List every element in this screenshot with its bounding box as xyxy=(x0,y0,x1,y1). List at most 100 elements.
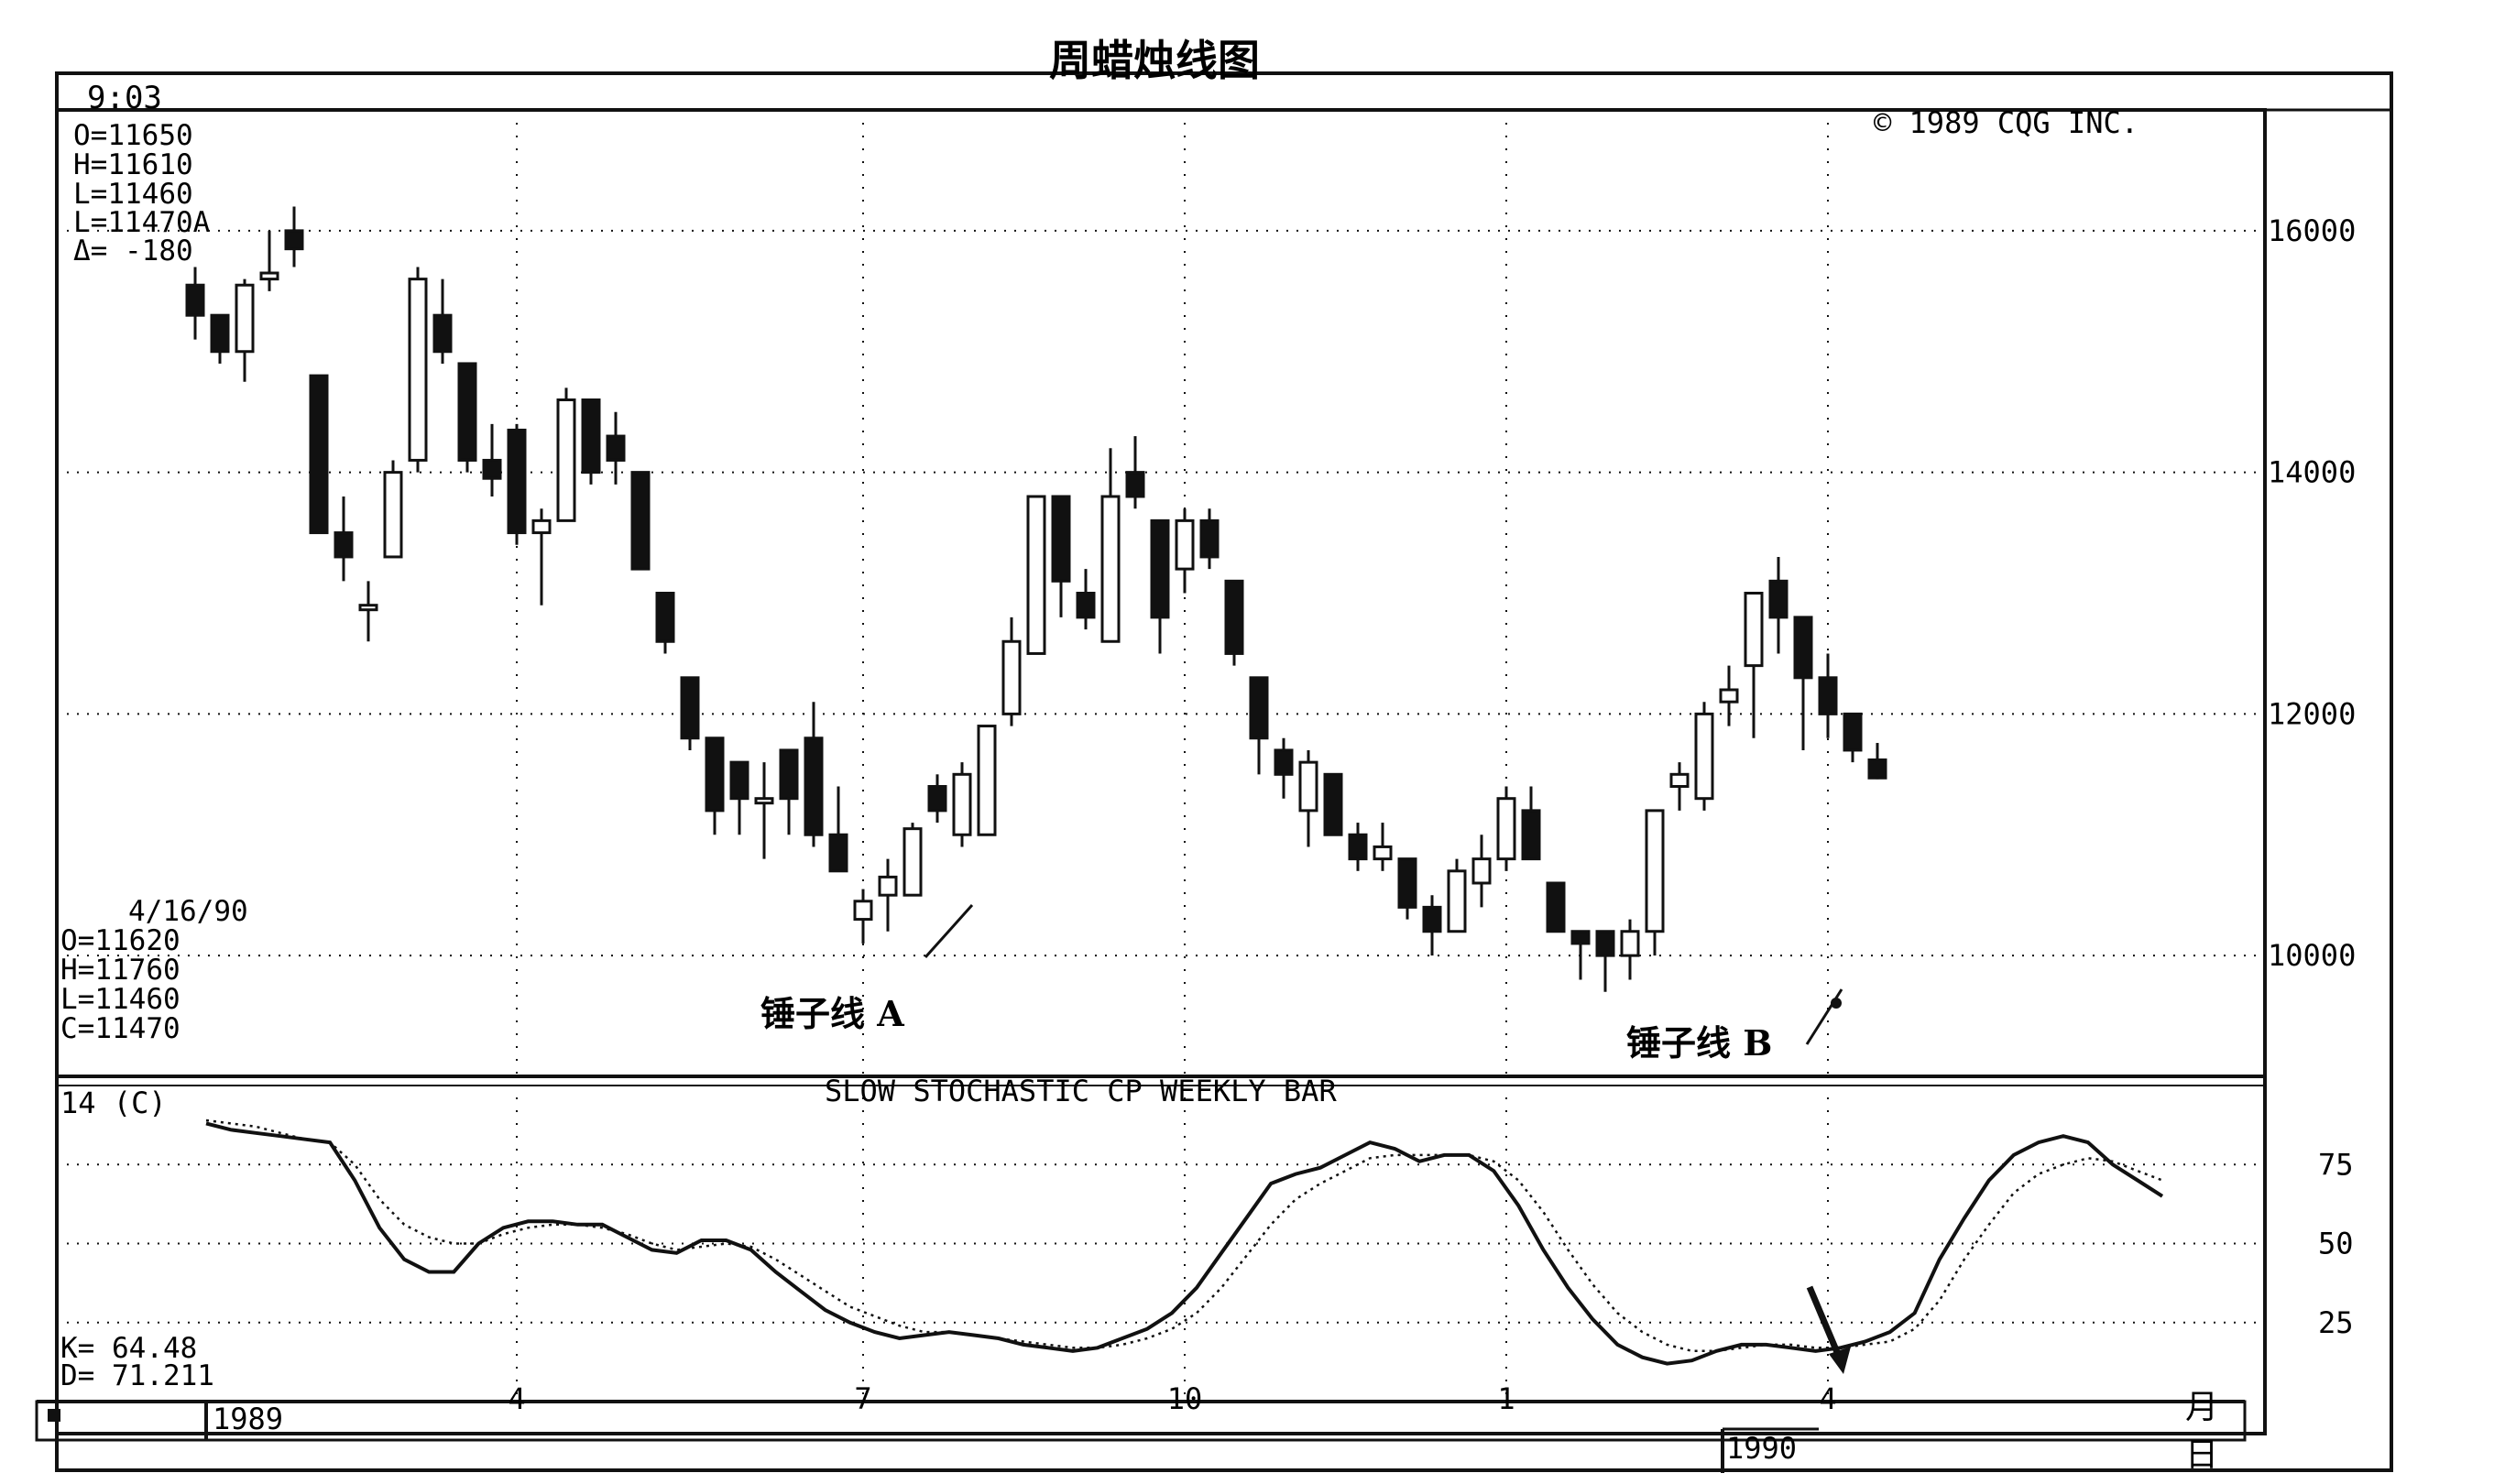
candle xyxy=(1199,508,1220,570)
candle xyxy=(1867,743,1887,780)
candle xyxy=(1843,712,1863,763)
date-axis-strip xyxy=(35,1400,2247,1442)
candle xyxy=(1719,665,1739,726)
candle xyxy=(1397,857,1417,920)
candle-body-down xyxy=(581,398,601,475)
candle xyxy=(1150,518,1170,654)
quote-dated: 4/16/90 O=11620 H=11760 L=11460 C=11470 xyxy=(60,895,248,1045)
candle-body-down xyxy=(1818,676,1838,715)
candle-body-down xyxy=(606,434,626,462)
candle xyxy=(1521,786,1541,861)
candle xyxy=(853,889,873,944)
hammer-b-arrow xyxy=(1805,988,1843,1045)
candle xyxy=(1175,508,1195,594)
quote-high: H=11610 xyxy=(73,148,193,181)
candle xyxy=(358,581,378,642)
candle xyxy=(1224,579,1244,666)
candle-body-down xyxy=(729,760,749,801)
candle-body-down xyxy=(1051,495,1071,583)
candle xyxy=(482,423,502,496)
clock-time: 9:03 xyxy=(87,80,162,116)
candle-body-down xyxy=(828,833,848,873)
candle-body-up xyxy=(531,518,552,535)
candle xyxy=(1496,786,1516,871)
candle-body-down xyxy=(432,313,453,354)
quote-date-low: L=11460 xyxy=(60,983,180,1016)
candle-body-up xyxy=(1694,712,1714,801)
candle-body-down xyxy=(630,471,651,571)
candle xyxy=(235,278,255,382)
candle xyxy=(309,374,329,535)
candle xyxy=(1051,495,1071,617)
quote-open: O=11650 xyxy=(73,119,193,152)
candle-body-down xyxy=(655,592,675,643)
candle xyxy=(1076,569,1096,630)
hammer-a-label: 锤子线 A xyxy=(760,993,904,1034)
candle-body-up xyxy=(383,471,403,559)
candle xyxy=(1100,448,1121,643)
candle xyxy=(828,786,848,873)
candle xyxy=(531,508,552,606)
candle xyxy=(408,267,428,473)
candle xyxy=(1348,823,1368,871)
candle-body-down xyxy=(507,428,527,535)
candle-body-up xyxy=(1471,857,1492,885)
candle-body-down xyxy=(779,748,799,801)
price-tick-label: 16000 xyxy=(2268,213,2356,248)
candle xyxy=(977,725,997,836)
candle xyxy=(507,423,527,545)
candle xyxy=(952,762,972,847)
candle-body-down xyxy=(1199,518,1220,559)
candle-body-down xyxy=(1323,772,1343,836)
candle xyxy=(630,471,651,571)
chart-title: 周蜡烛线图 xyxy=(1049,36,1260,85)
candle-body-up xyxy=(1719,688,1739,704)
candle-body-down xyxy=(1274,748,1294,776)
candle xyxy=(259,230,279,291)
candle xyxy=(1669,762,1690,811)
hammer-a-arrow xyxy=(924,903,974,959)
candle xyxy=(754,762,774,859)
candle xyxy=(902,823,923,897)
candle xyxy=(1570,930,1591,980)
candle xyxy=(1026,495,1046,655)
candle-body-down xyxy=(1076,592,1096,619)
candle-body-down xyxy=(1793,616,1813,680)
quote-last: L=11470A xyxy=(73,206,211,239)
candle-body-down xyxy=(309,374,329,535)
stochastic-arrow-head xyxy=(1829,1347,1851,1374)
quote-low: L=11460 xyxy=(73,178,193,211)
candle-body-down xyxy=(482,458,502,480)
stochastic-tick-label: 50 xyxy=(2318,1227,2354,1261)
candle-body-up xyxy=(235,283,255,354)
candle xyxy=(210,313,230,364)
price-axis: 10000 12000 14000 16000 xyxy=(2268,213,2356,973)
date-tick-label: 10 xyxy=(1167,1381,1203,1416)
candle-body-up xyxy=(408,278,428,462)
candle xyxy=(729,760,749,835)
stochastic-d-readout: D= 71.211 xyxy=(60,1359,214,1392)
candle xyxy=(1471,835,1492,908)
candle xyxy=(1744,592,1764,738)
candle-body-down xyxy=(927,785,947,813)
candle-body-up xyxy=(1373,845,1393,861)
candle xyxy=(606,411,626,485)
candle-body-down xyxy=(185,283,205,317)
stochastic-title: SLOW STOCHASTIC CP WEEKLY BAR xyxy=(825,1074,1337,1108)
quote-date-high: H=11760 xyxy=(60,954,180,987)
candle xyxy=(1298,749,1318,847)
candle xyxy=(655,592,675,654)
month-unit-label: 月 xyxy=(2185,1389,2218,1426)
candle xyxy=(779,748,799,835)
date-tick-label: 4 xyxy=(1819,1381,1836,1416)
candle-body-up xyxy=(1026,495,1046,655)
price-tick-label: 10000 xyxy=(2268,938,2356,973)
price-tick-label: 14000 xyxy=(2268,455,2356,490)
candle xyxy=(1323,772,1343,836)
candle-body-up xyxy=(1447,869,1467,933)
candle xyxy=(334,496,354,582)
candle-body-down xyxy=(457,362,477,462)
candle-body-down xyxy=(334,531,354,559)
hammer-b-arrow-dot xyxy=(1831,998,1842,1009)
